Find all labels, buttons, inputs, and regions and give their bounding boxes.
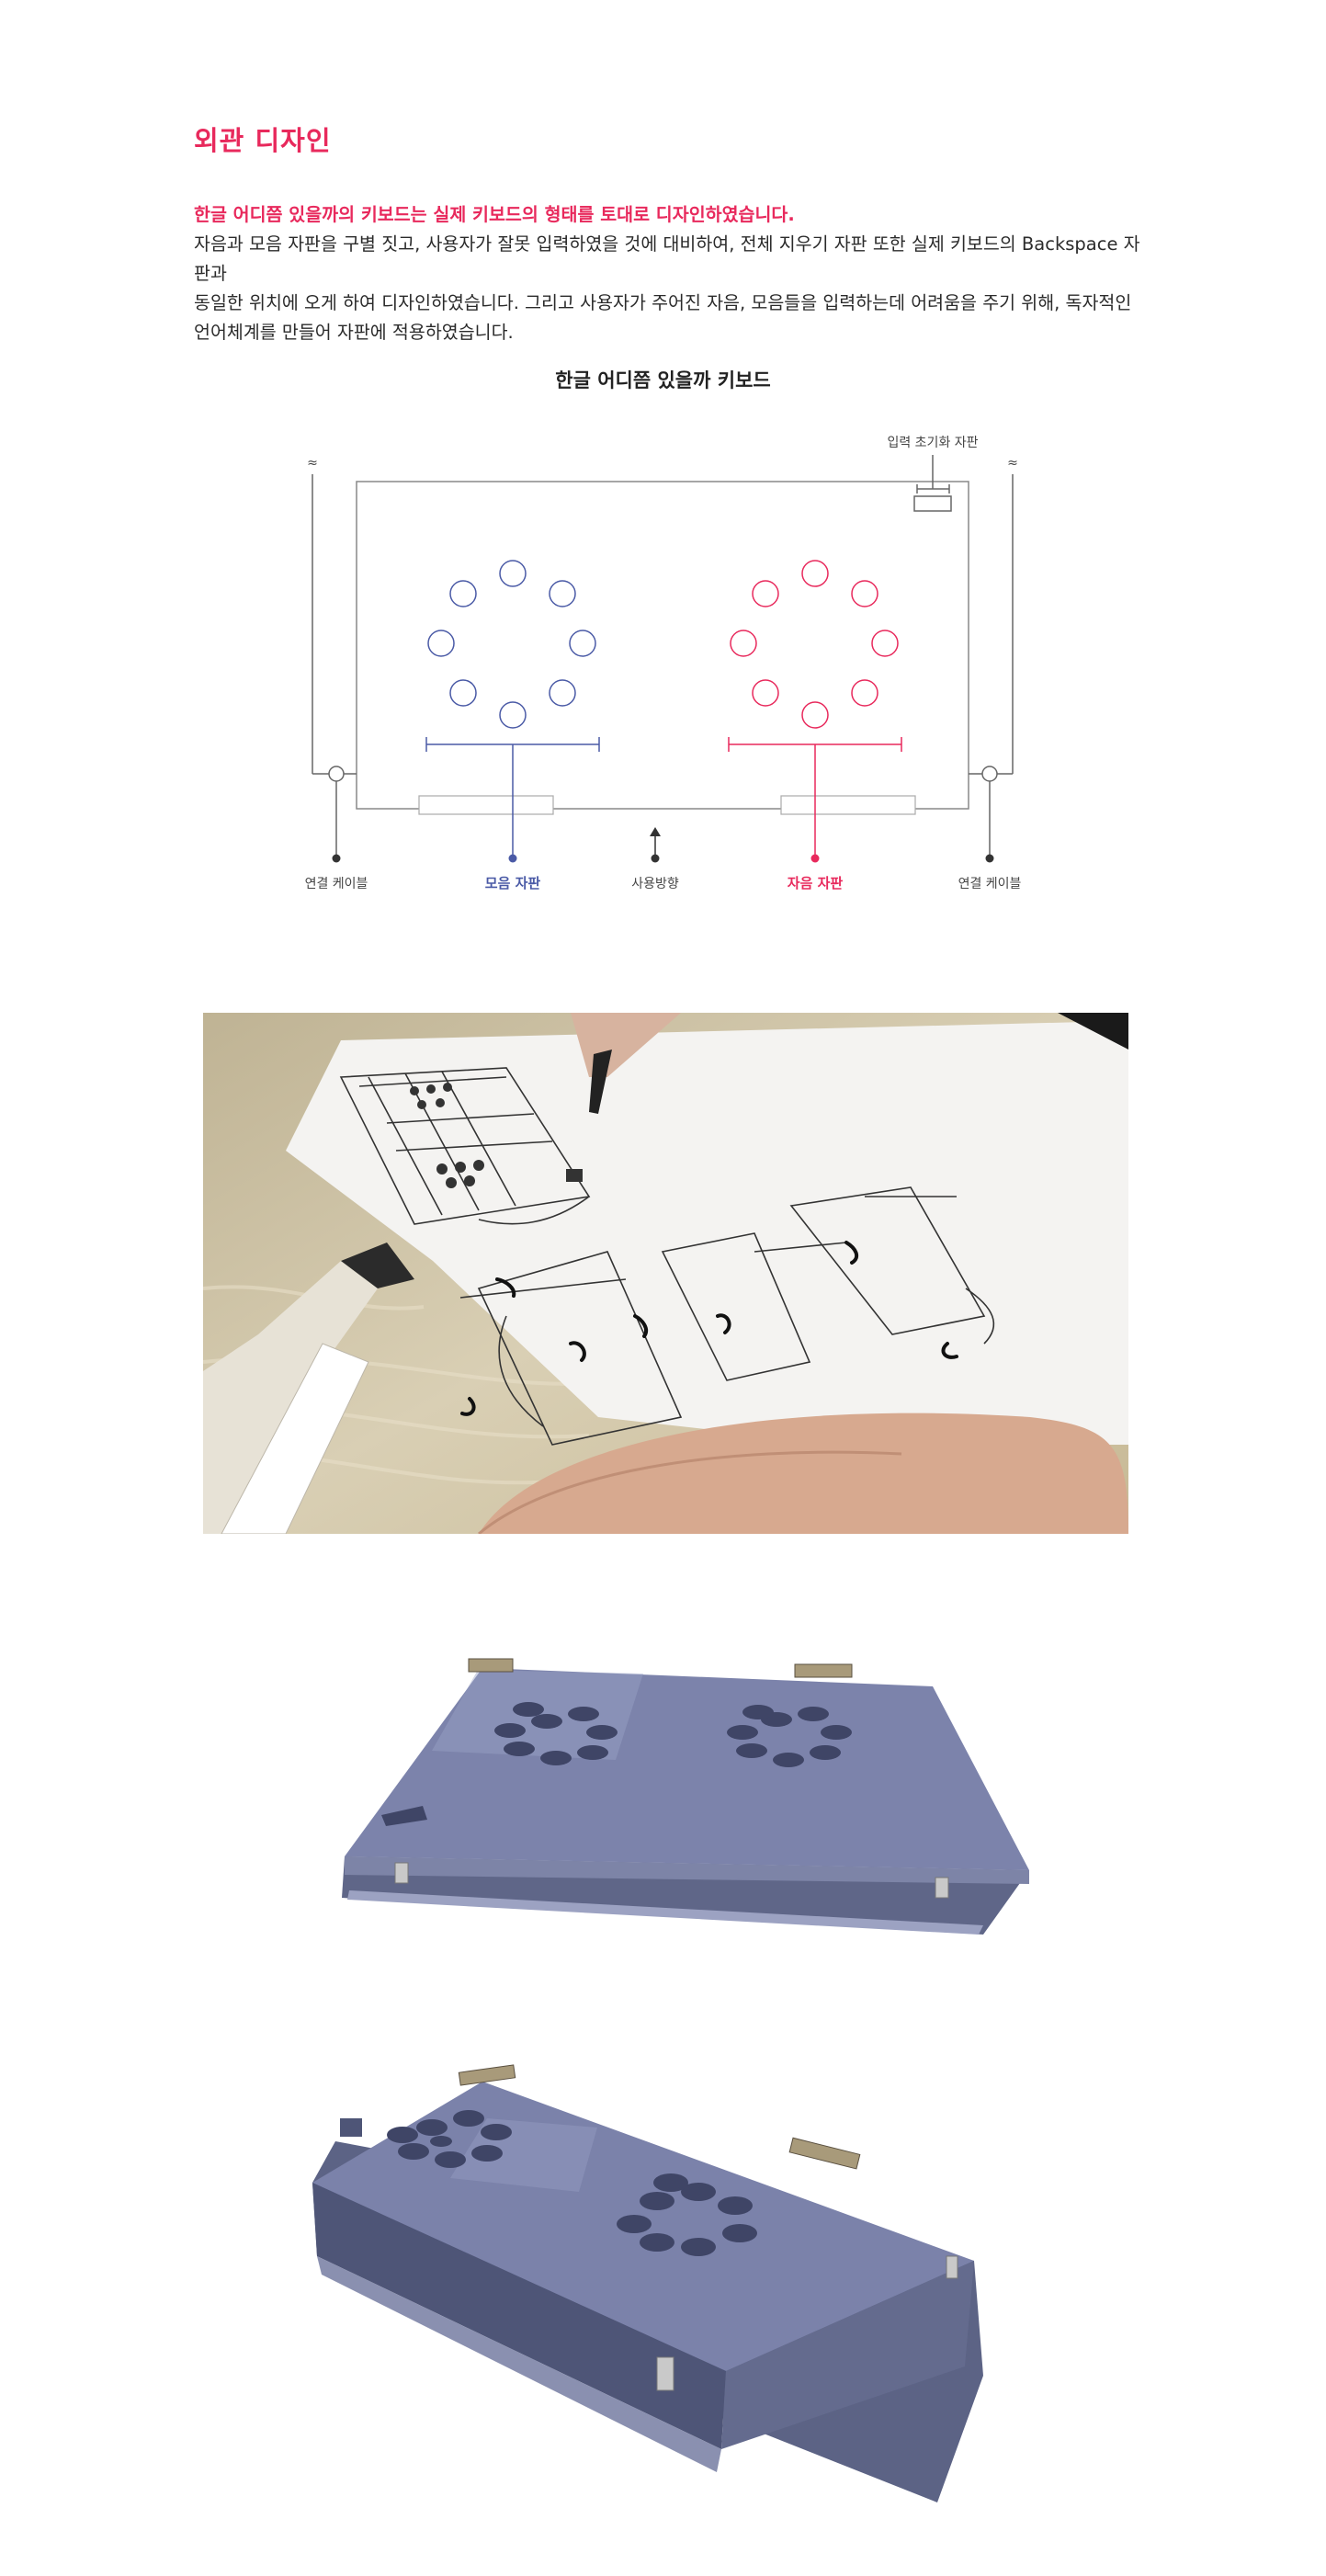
consonant-key (802, 561, 828, 586)
consonant-key-ring (731, 561, 898, 728)
consonant-key (753, 581, 778, 607)
bottom-slot-left (419, 796, 553, 814)
intro-text: 한글 어디쯤 있을까의 키보드는 실제 키보드의 형태를 토대로 디자인하였습니… (194, 200, 1150, 347)
consonant-key (872, 630, 898, 656)
consonant-key (802, 702, 828, 728)
reset-key (914, 496, 951, 511)
vowel-key (550, 581, 575, 607)
direction-label: 사용방향 (631, 877, 679, 891)
consonant-key (753, 680, 778, 706)
break-symbol-left: ≈ (307, 456, 318, 471)
consonant-key (852, 680, 878, 706)
sketch-photo (203, 1013, 1128, 1534)
vowel-key (450, 680, 476, 706)
vowel-key (500, 561, 526, 586)
break-symbol-right: ≈ (1007, 456, 1018, 471)
intro-line-1: 자음과 모음 자판을 구별 짓고, 사용자가 잘못 입력하였을 것에 대비하여,… (194, 233, 1140, 284)
reset-key-label: 입력 초기화 자판 (887, 436, 978, 450)
intro-lead: 한글 어디쯤 있을까의 키보드는 실제 키보드의 형태를 토대로 디자인하였습니… (194, 200, 1150, 230)
intro-line-2: 동일한 위치에 오게 하여 디자인하였습니다. 그리고 사용자가 주어진 자음,… (194, 292, 1131, 313)
keyboard-photo-front (322, 1650, 1048, 1944)
bottom-slot-right (781, 796, 915, 814)
consonant-key (852, 581, 878, 607)
vowel-key (500, 702, 526, 728)
consonant-key (731, 630, 756, 656)
vowel-keys-label: 모음 자판 (485, 875, 541, 891)
intro-line-3: 언어체계를 만들어 자판에 적용하였습니다. (194, 322, 514, 343)
cable-left (312, 474, 357, 857)
vowel-key (570, 630, 595, 656)
consonant-keys-label: 자음 자판 (788, 875, 844, 891)
keyboard-diagram: 입력 초기화 자판 (0, 395, 1326, 910)
cable-right-label: 연결 케이블 (958, 877, 1022, 891)
vowel-key-ring (428, 561, 595, 728)
keyboard-photo-angle (303, 2063, 988, 2509)
direction-arrow-icon (650, 827, 661, 863)
diagram-title: 한글 어디쯤 있을까 키보드 (0, 366, 1326, 393)
vowel-key (428, 630, 454, 656)
vowel-key (450, 581, 476, 607)
cable-left-label: 연결 케이블 (305, 877, 368, 891)
keyboard-outline (357, 482, 969, 809)
cable-right (969, 474, 1013, 857)
vowel-key (550, 680, 575, 706)
section-title: 외관 디자인 (194, 119, 332, 158)
